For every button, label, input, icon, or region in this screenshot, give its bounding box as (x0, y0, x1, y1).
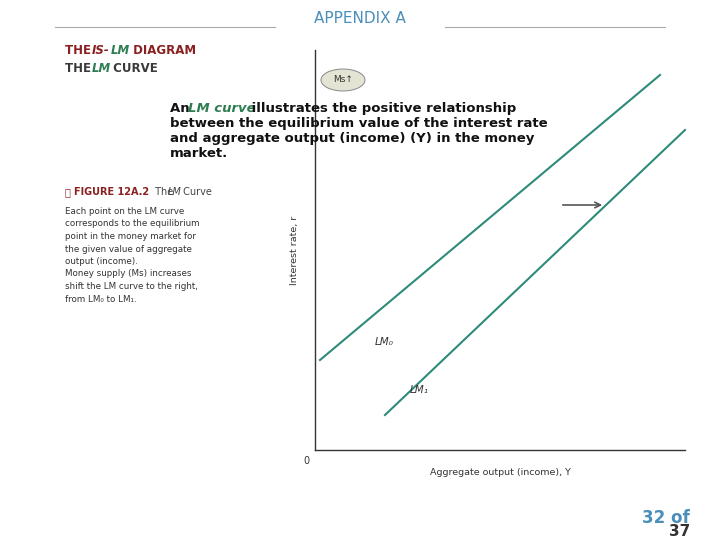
Text: Interest rate, r: Interest rate, r (290, 215, 300, 285)
Text: 37: 37 (669, 524, 690, 539)
Text: between the equilibrium value of the interest rate: between the equilibrium value of the int… (170, 117, 548, 130)
Text: 0: 0 (303, 456, 309, 466)
Text: FIGURE 12A.2: FIGURE 12A.2 (74, 187, 149, 197)
Text: Each point on the LM curve: Each point on the LM curve (65, 207, 184, 216)
Text: LM: LM (92, 62, 112, 75)
Text: LM₀: LM₀ (375, 337, 394, 347)
Ellipse shape (321, 69, 365, 91)
Text: The: The (152, 187, 176, 197)
Text: IS-: IS- (92, 44, 109, 57)
Text: market.: market. (170, 147, 228, 160)
Text: THE: THE (65, 62, 95, 75)
Text: Aggregate output (income), Y: Aggregate output (income), Y (430, 468, 570, 477)
Text: Ms↑: Ms↑ (333, 76, 353, 84)
Text: shift the LM curve to the right,: shift the LM curve to the right, (65, 282, 198, 291)
Text: 32 of: 32 of (642, 509, 690, 527)
Text: APPENDIX A: APPENDIX A (314, 11, 406, 26)
Text: CURVE: CURVE (109, 62, 158, 75)
Text: point in the money market for: point in the money market for (65, 232, 196, 241)
Text: corresponds to the equilibrium: corresponds to the equilibrium (65, 219, 199, 228)
Text: Curve: Curve (180, 187, 212, 197)
Text: illustrates the positive relationship: illustrates the positive relationship (247, 102, 516, 115)
Text: LM curve: LM curve (188, 102, 256, 115)
Text: DIAGRAM: DIAGRAM (129, 44, 196, 57)
Text: and aggregate output (income) (Y) in the money: and aggregate output (income) (Y) in the… (170, 132, 534, 145)
Text: LM₁: LM₁ (410, 385, 429, 395)
Text: ⓘ: ⓘ (65, 187, 71, 197)
Text: the given value of aggregate: the given value of aggregate (65, 245, 192, 253)
Text: An: An (170, 102, 194, 115)
Text: output (income).: output (income). (65, 257, 138, 266)
Text: Money supply (Ms) increases: Money supply (Ms) increases (65, 269, 192, 279)
Text: LM: LM (111, 44, 130, 57)
Text: LM: LM (168, 187, 181, 197)
Text: from LM₀ to LM₁.: from LM₀ to LM₁. (65, 294, 137, 303)
Text: THE: THE (65, 44, 95, 57)
